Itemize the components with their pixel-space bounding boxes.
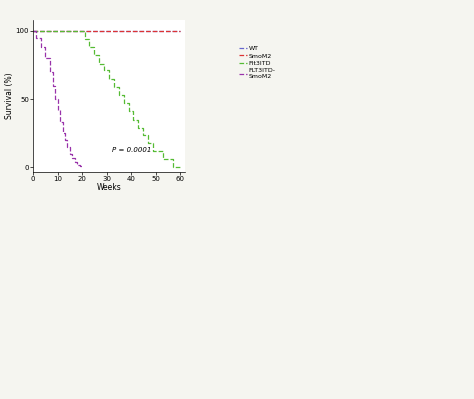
Y-axis label: Survival (%): Survival (%) (5, 73, 14, 119)
Legend: WT, SmoM2, Flt3ITD, FLT3ITD-
SmoM2: WT, SmoM2, Flt3ITD, FLT3ITD- SmoM2 (239, 45, 276, 79)
Text: P = 0.0001: P = 0.0001 (112, 147, 151, 153)
X-axis label: Weeks: Weeks (97, 183, 121, 192)
